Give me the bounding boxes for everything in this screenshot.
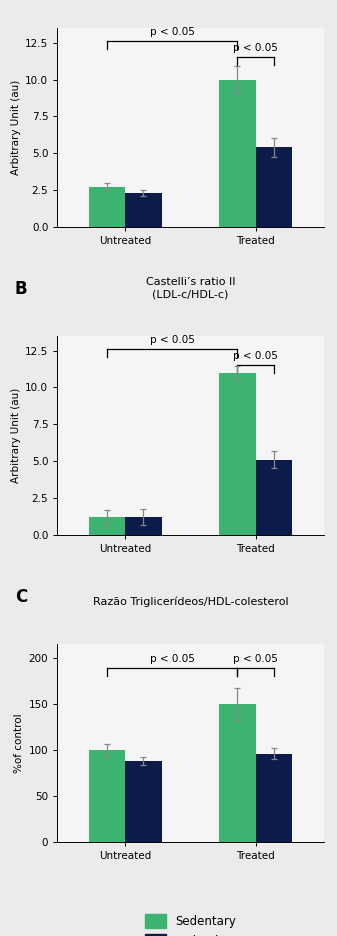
Bar — [256, 753, 292, 842]
Title: Razão Triglicerídeos/HDL-colesterol: Razão Triglicerídeos/HDL-colesterol — [93, 596, 288, 607]
Text: p < 0.05: p < 0.05 — [150, 653, 194, 664]
Bar — [219, 373, 256, 534]
Text: p < 0.05: p < 0.05 — [150, 335, 194, 344]
Text: p < 0.05: p < 0.05 — [233, 653, 278, 664]
Bar — [89, 517, 125, 534]
Bar — [125, 517, 162, 534]
Y-axis label: %of control: %of control — [14, 713, 24, 773]
Bar — [256, 147, 292, 227]
Title: Castelli’s ratio II
(LDL-c/HDL-c): Castelli’s ratio II (LDL-c/HDL-c) — [146, 277, 235, 299]
Bar — [125, 193, 162, 227]
Legend: Sedentary, Trained: Sedentary, Trained — [139, 908, 242, 936]
Y-axis label: Arbitrary Unit (au): Arbitrary Unit (au) — [11, 388, 21, 483]
Text: p < 0.05: p < 0.05 — [233, 351, 278, 360]
Y-axis label: Arbitrary Unit (au): Arbitrary Unit (au) — [11, 80, 21, 175]
Bar — [256, 460, 292, 534]
Text: C: C — [15, 588, 27, 607]
Text: B: B — [15, 280, 27, 299]
Bar — [89, 750, 125, 842]
Bar — [219, 704, 256, 842]
Bar — [125, 761, 162, 842]
Bar — [219, 80, 256, 227]
Text: p < 0.05: p < 0.05 — [150, 27, 194, 37]
Bar — [89, 187, 125, 227]
Text: p < 0.05: p < 0.05 — [233, 43, 278, 53]
